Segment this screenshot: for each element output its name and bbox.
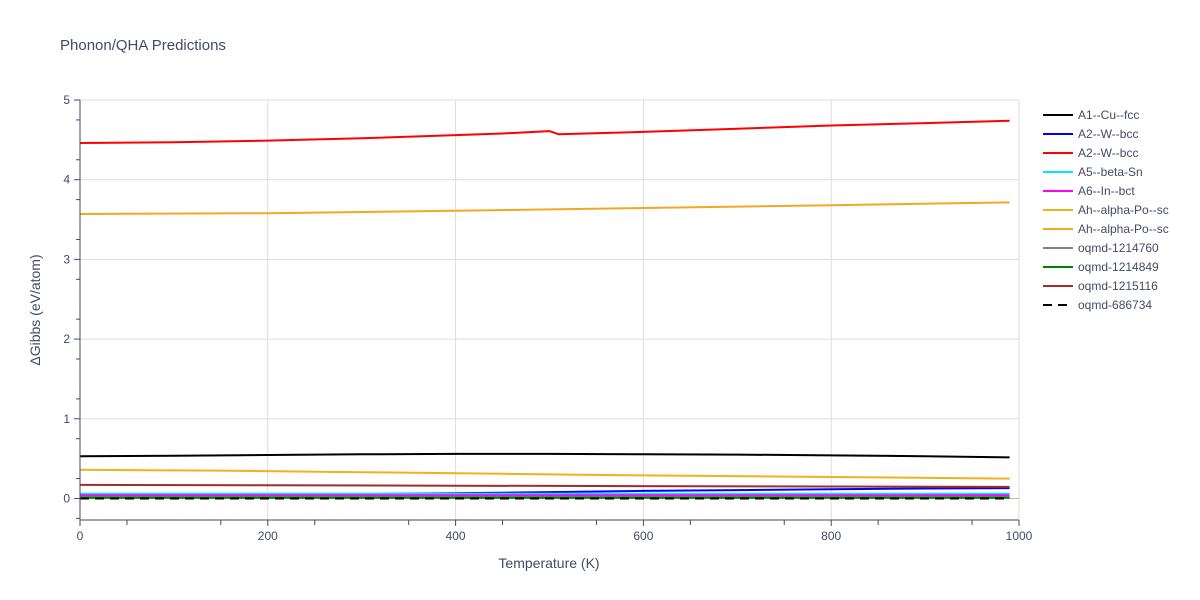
x-tick-label: 600 bbox=[633, 529, 653, 543]
legend-label: A1--Cu--fcc bbox=[1078, 108, 1139, 122]
series-line-2 bbox=[79, 119, 1010, 144]
legend-item[interactable]: oqmd-1214760 bbox=[1043, 241, 1159, 255]
legend-label: Ah--alpha-Po--sc bbox=[1078, 203, 1169, 217]
legend-label: A5--beta-Sn bbox=[1078, 165, 1143, 179]
x-tick-label: 400 bbox=[446, 529, 466, 543]
series-line-9 bbox=[79, 483, 1010, 488]
y-tick-label: 1 bbox=[63, 412, 70, 426]
x-axis-title: Temperature (K) bbox=[498, 555, 599, 571]
legend-item[interactable]: A2--W--bcc bbox=[1043, 146, 1138, 160]
legend-item[interactable]: A2--W--bcc bbox=[1043, 127, 1138, 141]
y-tick-label: 4 bbox=[63, 173, 70, 187]
legend-label: oqmd-1214760 bbox=[1078, 241, 1159, 255]
series-line-6 bbox=[79, 201, 1010, 215]
legend-item[interactable]: oqmd-1214849 bbox=[1043, 260, 1159, 274]
legend-label: oqmd-1214849 bbox=[1078, 260, 1159, 274]
y-tick-label: 2 bbox=[63, 332, 70, 346]
legend-item[interactable]: A5--beta-Sn bbox=[1043, 165, 1143, 179]
legend-label: A6--In--bct bbox=[1078, 184, 1135, 198]
x-tick-label: 0 bbox=[77, 529, 84, 543]
legend-item[interactable]: Ah--alpha-Po--sc bbox=[1043, 203, 1169, 217]
y-axis-title: ΔGibbs (eV/atom) bbox=[27, 254, 43, 365]
y-tick-label: 5 bbox=[63, 93, 70, 107]
legend-item[interactable]: A6--In--bct bbox=[1043, 184, 1135, 198]
series-line-5 bbox=[79, 468, 1010, 480]
legend-item[interactable]: oqmd-686734 bbox=[1043, 298, 1152, 312]
legend-label: oqmd-1215116 bbox=[1078, 279, 1158, 293]
legend-label: oqmd-686734 bbox=[1078, 298, 1152, 312]
legend[interactable]: A1--Cu--fcc A2--W--bcc A2--W--bcc A5--beta-… bbox=[1043, 108, 1169, 312]
plot-area bbox=[79, 119, 1010, 500]
grid bbox=[80, 99, 1020, 520]
series-line-0 bbox=[79, 452, 1010, 459]
y-tick-label: 3 bbox=[63, 252, 70, 266]
chart-title: Phonon/QHA Predictions bbox=[60, 37, 226, 54]
x-tick-label: 1000 bbox=[1006, 529, 1033, 543]
x-tick-label: 200 bbox=[258, 529, 278, 543]
legend-item[interactable]: A1--Cu--fcc bbox=[1043, 108, 1139, 122]
x-tick-label: 800 bbox=[821, 529, 841, 543]
legend-label: A2--W--bcc bbox=[1078, 146, 1138, 160]
axes: 0 200 400 600 800 1000 0 1 2 3 4 5 bbox=[63, 93, 1032, 543]
legend-label: A2--W--bcc bbox=[1078, 127, 1138, 141]
legend-label: Ah--alpha-Po--sc bbox=[1078, 222, 1169, 236]
legend-item[interactable]: oqmd-1215116 bbox=[1043, 279, 1158, 293]
legend-item[interactable]: Ah--alpha-Po--sc bbox=[1043, 222, 1169, 236]
y-tick-label: 0 bbox=[63, 491, 70, 505]
